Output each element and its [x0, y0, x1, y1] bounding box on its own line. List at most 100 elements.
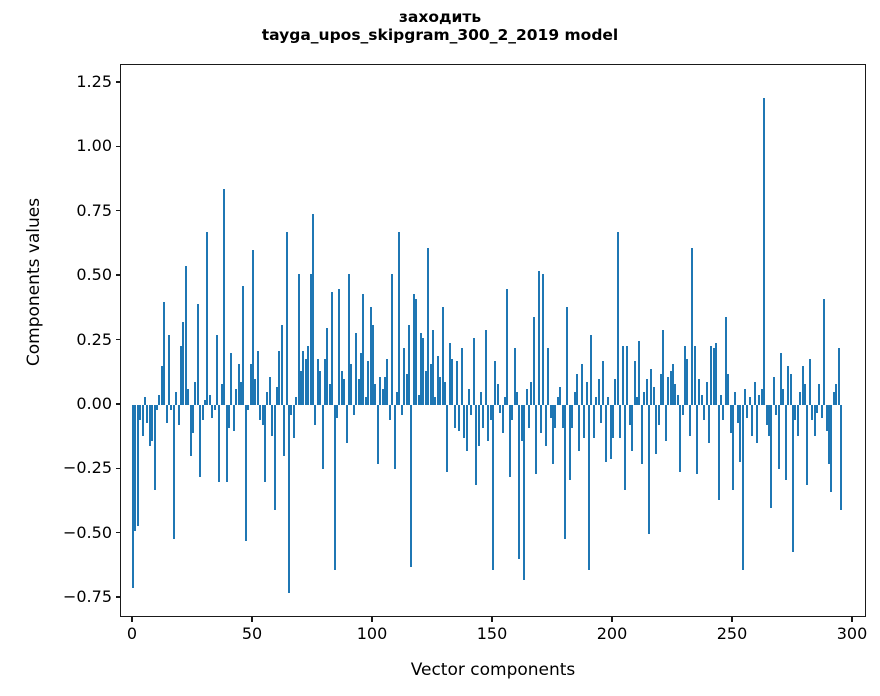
bar	[820, 404, 823, 418]
bar	[410, 404, 413, 568]
bar	[273, 404, 276, 511]
bar	[816, 404, 818, 413]
bar	[751, 404, 754, 436]
bar	[396, 391, 398, 405]
bar	[741, 404, 744, 570]
bar	[331, 291, 334, 405]
bar	[679, 404, 682, 472]
bar	[180, 345, 182, 405]
bar	[640, 404, 643, 465]
bar	[309, 273, 312, 405]
bar	[400, 404, 403, 416]
bar	[832, 391, 835, 405]
bar	[132, 404, 134, 588]
bar	[348, 273, 350, 405]
bar	[600, 404, 602, 423]
bar	[208, 394, 211, 405]
bar	[775, 404, 778, 416]
chart-title-line-2: tayga_upos_skipgram_300_2_2019 model	[261, 26, 619, 45]
bar	[765, 404, 768, 426]
bar	[436, 355, 439, 405]
bar	[328, 384, 331, 405]
bar	[345, 404, 348, 444]
bar	[782, 389, 785, 405]
bar	[307, 345, 310, 405]
bar	[290, 404, 293, 416]
bar	[835, 384, 838, 405]
bar	[638, 340, 641, 405]
bar	[566, 307, 569, 405]
bar	[362, 294, 365, 405]
bar	[259, 404, 262, 421]
bar	[446, 404, 449, 472]
bar	[674, 384, 677, 405]
x-tick-mark	[611, 617, 613, 622]
bar	[590, 335, 593, 405]
bar	[573, 391, 576, 405]
bar	[808, 358, 811, 405]
bar	[700, 394, 703, 405]
bar	[398, 232, 401, 405]
bar	[787, 366, 790, 405]
bar	[465, 404, 468, 452]
bar	[417, 394, 420, 405]
bar	[482, 404, 485, 429]
bar	[660, 373, 662, 405]
bar	[477, 404, 480, 447]
bar	[266, 391, 269, 405]
bar	[352, 404, 355, 416]
bar	[532, 317, 535, 405]
bar	[216, 335, 218, 405]
bar	[652, 386, 655, 405]
bar	[230, 353, 233, 405]
bar	[420, 332, 422, 405]
bar	[753, 381, 756, 405]
bar	[184, 265, 187, 405]
bar	[556, 397, 559, 405]
bar	[388, 404, 391, 421]
bar	[520, 404, 523, 441]
bar	[736, 404, 739, 423]
bar	[160, 366, 163, 405]
bar	[501, 404, 504, 434]
bar	[158, 394, 161, 405]
bar	[374, 384, 377, 405]
y-tick-mark	[116, 596, 121, 598]
bar	[439, 376, 442, 405]
bar	[696, 404, 698, 475]
bar	[333, 404, 336, 570]
bar	[220, 384, 223, 405]
bar	[667, 376, 670, 405]
bar	[792, 404, 794, 552]
x-tick-mark	[731, 617, 733, 622]
bar	[777, 404, 780, 470]
bar	[357, 379, 360, 405]
bar	[710, 345, 713, 405]
chart-title: заходить tayga_upos_skipgram_300_2_2019 …	[0, 8, 880, 45]
bar	[583, 404, 586, 439]
bar	[240, 381, 242, 405]
bar	[415, 299, 418, 405]
bar	[314, 404, 317, 426]
bar	[806, 404, 809, 485]
bar	[511, 404, 514, 421]
bar	[576, 373, 578, 405]
y-tick-mark	[116, 338, 121, 341]
bar	[151, 404, 154, 441]
bar-series	[121, 65, 865, 616]
bar	[628, 404, 631, 426]
bar	[796, 404, 799, 436]
bar	[448, 343, 451, 405]
bar	[264, 404, 266, 483]
bar	[451, 358, 454, 405]
bar	[355, 332, 358, 405]
bar	[170, 404, 173, 410]
bar	[602, 361, 605, 405]
y-tick-label: 0.00	[76, 393, 112, 413]
bar	[350, 363, 353, 405]
bar	[280, 325, 283, 405]
bar	[746, 404, 749, 418]
bar	[336, 404, 338, 418]
bar	[604, 404, 607, 462]
bar	[453, 404, 456, 429]
